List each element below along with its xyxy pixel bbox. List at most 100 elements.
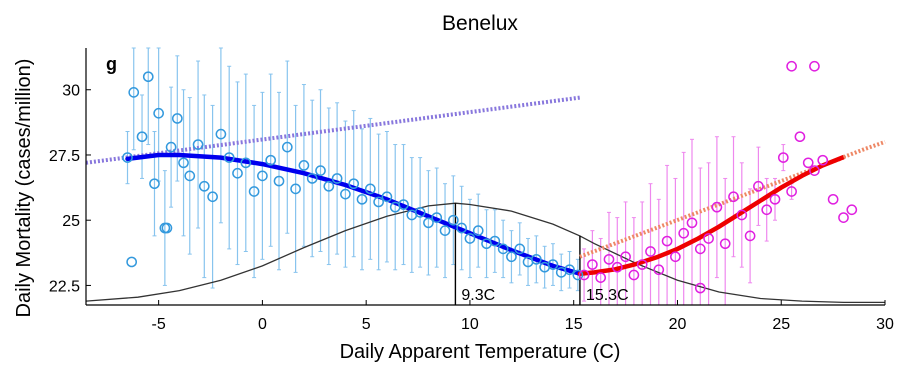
- cold-data-point: [340, 188, 351, 200]
- cold-data-point: [281, 141, 293, 153]
- y-axis-label: Daily Mortality (cases/million): [13, 59, 35, 318]
- hot-fit-curve: [577, 154, 846, 276]
- cold-data-point: [273, 175, 285, 187]
- hot-data-point: [838, 212, 849, 223]
- cold-data-point: [153, 107, 164, 119]
- hot-fit-extrapolation: [842, 140, 886, 159]
- x-tick-label: -5: [152, 316, 166, 333]
- x-tick-label: 5: [362, 316, 371, 333]
- hot-data-point: [711, 201, 723, 213]
- hot-data-point: [769, 193, 781, 205]
- cold-data-point: [223, 152, 235, 163]
- hot-data-point: [645, 246, 656, 257]
- panel-label: g: [106, 54, 117, 74]
- cold-data-point: [489, 235, 501, 247]
- cold-data-point: [184, 170, 196, 182]
- cold-data-point: [290, 183, 301, 195]
- hot-data-point: [628, 269, 640, 281]
- cold-data-point: [240, 157, 252, 169]
- cold-data-point: [348, 178, 360, 190]
- x-tick-label: 0: [258, 316, 267, 333]
- x-axis-label: Daily Apparent Temperature (C): [340, 341, 621, 363]
- y-tick-label: 22.5: [49, 278, 80, 295]
- hot-data-point: [694, 243, 706, 255]
- cold-linear-fit: [85, 95, 581, 165]
- y-tick-label: 30: [62, 83, 80, 100]
- hot-data-point: [620, 251, 631, 263]
- cold-data-point: [331, 173, 343, 184]
- hot-data-point: [611, 261, 623, 273]
- cold-data-point: [198, 180, 210, 192]
- cold-data-point: [136, 131, 148, 143]
- density-curve: [85, 202, 885, 304]
- x-tick-label: 25: [772, 316, 790, 333]
- cold-data-point: [381, 191, 393, 203]
- threshold-label: 9.3C: [461, 287, 495, 304]
- cold-data-point: [248, 186, 260, 197]
- hot-data-point: [686, 217, 698, 229]
- error-bars: [125, 47, 794, 306]
- cold-data-point: [464, 233, 476, 244]
- cold-data-point: [257, 170, 268, 182]
- outlier-data-point: [161, 222, 173, 234]
- hot-data-point: [777, 152, 789, 163]
- hot-data-point: [636, 259, 648, 270]
- cold-data-point: [439, 225, 451, 236]
- cold-data-point: [171, 113, 183, 124]
- chart-title: Benelux: [442, 12, 518, 35]
- hot-data-point: [661, 235, 673, 247]
- cold-data-point: [265, 154, 277, 166]
- cold-data-point: [497, 243, 509, 255]
- x-tick-label: 10: [461, 316, 479, 333]
- hot-data-point: [595, 272, 607, 283]
- cold-data-point: [423, 217, 434, 229]
- cold-data-point: [364, 183, 376, 195]
- cold-data-point: [122, 152, 133, 163]
- cold-data-point: [165, 141, 177, 153]
- hot-data-point: [703, 233, 714, 244]
- outlier-data-point: [786, 60, 797, 72]
- cold-data-point: [215, 128, 227, 140]
- x-tick-label: 15: [565, 316, 583, 333]
- cold-data-point: [306, 173, 318, 184]
- outlier-data-point: [126, 256, 138, 268]
- hot-data-point: [761, 204, 773, 216]
- cold-data-point: [514, 243, 526, 255]
- cold-data-point: [456, 222, 467, 234]
- cold-data-point: [530, 253, 542, 265]
- cold-data-point: [506, 251, 517, 263]
- cold-data-point: [323, 180, 335, 192]
- cold-data-point: [547, 259, 559, 270]
- plot-area: 9.3C 15.3C: [85, 47, 886, 306]
- cold-data-point: [192, 139, 204, 150]
- hot-data-point: [802, 157, 814, 169]
- hot-data-point: [578, 269, 590, 281]
- cold-data-point: [431, 212, 443, 223]
- cold-data-point: [149, 178, 160, 190]
- cold-data-point: [572, 269, 584, 281]
- cold-data-point: [447, 214, 459, 226]
- cold-data-point: [128, 87, 140, 98]
- cold-data-point: [207, 191, 218, 203]
- cold-data-point: [315, 165, 326, 176]
- hot-data-point: [744, 230, 756, 242]
- cold-data-point: [398, 199, 409, 210]
- hot-data-point: [794, 131, 806, 143]
- fit-curves: [125, 140, 886, 276]
- cold-data-point: [142, 71, 154, 83]
- hot-data-point: [603, 253, 615, 265]
- cold-data-point: [564, 264, 575, 276]
- hot-data-point: [827, 193, 839, 205]
- hot-data-point: [670, 251, 681, 263]
- cold-data-point: [414, 207, 426, 218]
- hot-data-point: [786, 186, 797, 197]
- hot-data-point: [678, 227, 690, 239]
- hot-data-point: [846, 204, 858, 216]
- outlier-data-point: [694, 282, 706, 294]
- cold-data-point: [232, 167, 243, 179]
- y-tick-label: 25: [62, 213, 80, 230]
- density-curve-line: [85, 202, 885, 304]
- data-points: [122, 60, 858, 294]
- axes: -5 0 5 10 15 20 25 30 22.5 25 27.5 30: [49, 48, 894, 333]
- cold-data-point: [178, 157, 189, 169]
